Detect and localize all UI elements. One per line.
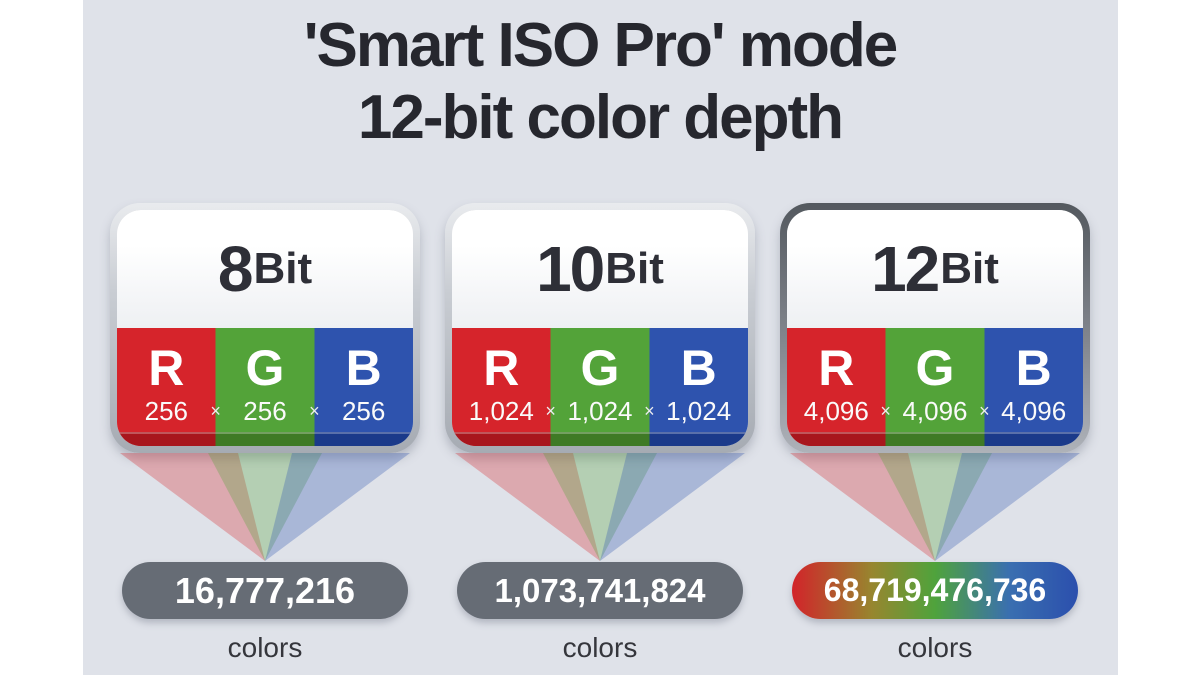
channel-letters: R G B bbox=[787, 342, 1083, 394]
card-10bit: 10 Bit R G B 1,024 1,024 1,024 bbox=[445, 203, 755, 453]
channel-values: 4,096 4,096 4,096 × × bbox=[787, 396, 1083, 427]
column-12bit: 12 Bit R G B 4,096 4,096 4,096 bbox=[780, 203, 1090, 664]
infographic-canvas: 'Smart ISO Pro' mode 12-bit color depth … bbox=[82, 0, 1118, 675]
bit-label-10: 10 Bit bbox=[452, 210, 748, 328]
bit-suffix: Bit bbox=[940, 244, 999, 293]
red-channel-label: R bbox=[818, 340, 855, 396]
blue-channel-label: B bbox=[345, 340, 382, 396]
green-channel-label: G bbox=[915, 340, 955, 396]
rgb-band: R G B 256 256 256 × × bbox=[117, 328, 413, 446]
total-colors-pill: 68,719,476,736 bbox=[792, 562, 1078, 619]
card-12bit-inner: 12 Bit R G B 4,096 4,096 4,096 bbox=[787, 210, 1083, 446]
card-8bit: 8 Bit R G B 256 256 256 × bbox=[110, 203, 420, 453]
bit-suffix: Bit bbox=[253, 244, 313, 293]
bit-label-12: 12 Bit bbox=[787, 210, 1083, 328]
multiply-sign: × bbox=[979, 401, 990, 421]
band-bevel bbox=[117, 432, 413, 446]
column-10bit: 10 Bit R G B 1,024 1,024 1,024 bbox=[445, 203, 755, 664]
total-colors-pill: 1,073,741,824 bbox=[457, 562, 743, 619]
channel-letters: R G B bbox=[452, 342, 748, 394]
bit-value: 8 bbox=[217, 233, 254, 305]
red-channel-value: 256 bbox=[144, 396, 189, 426]
total-colors-pill: 16,777,216 bbox=[122, 562, 408, 619]
red-channel-value: 4,096 bbox=[803, 396, 869, 426]
rgb-band: R G B 1,024 1,024 1,024 × × bbox=[452, 328, 748, 446]
green-channel-label: G bbox=[245, 340, 285, 396]
bit-label-8: 8 Bit bbox=[117, 210, 413, 328]
red-channel-label: R bbox=[483, 340, 520, 396]
bit-suffix: Bit bbox=[605, 244, 664, 293]
bit-value: 12 bbox=[871, 233, 940, 305]
blue-channel-value: 1,024 bbox=[666, 396, 732, 426]
bit-value: 10 bbox=[536, 233, 605, 305]
channel-letters: R G B bbox=[117, 342, 413, 394]
multiply-sign: × bbox=[309, 401, 320, 421]
multiply-sign: × bbox=[210, 401, 221, 421]
colors-unit-label: colors bbox=[562, 632, 638, 663]
colors-unit-label: colors bbox=[227, 632, 303, 663]
title-line-1: 'Smart ISO Pro' mode bbox=[303, 11, 898, 80]
green-channel-value: 256 bbox=[243, 396, 287, 426]
red-channel-value: 1,024 bbox=[468, 396, 534, 426]
color-funnel bbox=[120, 453, 410, 561]
multiply-sign: × bbox=[644, 401, 655, 421]
column-8bit: 8 Bit R G B 256 256 256 × bbox=[110, 203, 420, 664]
bit-depth-cards-row: 8 Bit R G B 256 256 256 × bbox=[83, 203, 1118, 664]
color-funnel bbox=[455, 453, 745, 561]
blue-channel-label: B bbox=[1015, 340, 1052, 396]
title-line-2: 12-bit color depth bbox=[357, 83, 844, 152]
green-channel-label: G bbox=[580, 340, 620, 396]
multiply-sign: × bbox=[545, 401, 556, 421]
band-bevel bbox=[787, 432, 1083, 446]
band-bevel bbox=[452, 432, 748, 446]
blue-channel-value: 256 bbox=[341, 396, 386, 426]
green-channel-value: 4,096 bbox=[902, 396, 968, 426]
color-funnel bbox=[790, 453, 1080, 561]
blue-channel-value: 4,096 bbox=[1001, 396, 1067, 426]
multiply-sign: × bbox=[880, 401, 891, 421]
page-title: 'Smart ISO Pro' mode 12-bit color depth bbox=[83, 0, 1118, 154]
red-channel-label: R bbox=[148, 340, 185, 396]
card-8bit-inner: 8 Bit R G B 256 256 256 × bbox=[117, 210, 413, 446]
card-10bit-inner: 10 Bit R G B 1,024 1,024 1,024 bbox=[452, 210, 748, 446]
card-12bit: 12 Bit R G B 4,096 4,096 4,096 bbox=[780, 203, 1090, 453]
rgb-band: R G B 4,096 4,096 4,096 × × bbox=[787, 328, 1083, 446]
colors-unit-label: colors bbox=[897, 632, 973, 663]
blue-channel-label: B bbox=[680, 340, 717, 396]
channel-values: 1,024 1,024 1,024 × × bbox=[452, 396, 748, 427]
channel-values: 256 256 256 × × bbox=[117, 396, 413, 427]
green-channel-value: 1,024 bbox=[567, 396, 633, 426]
